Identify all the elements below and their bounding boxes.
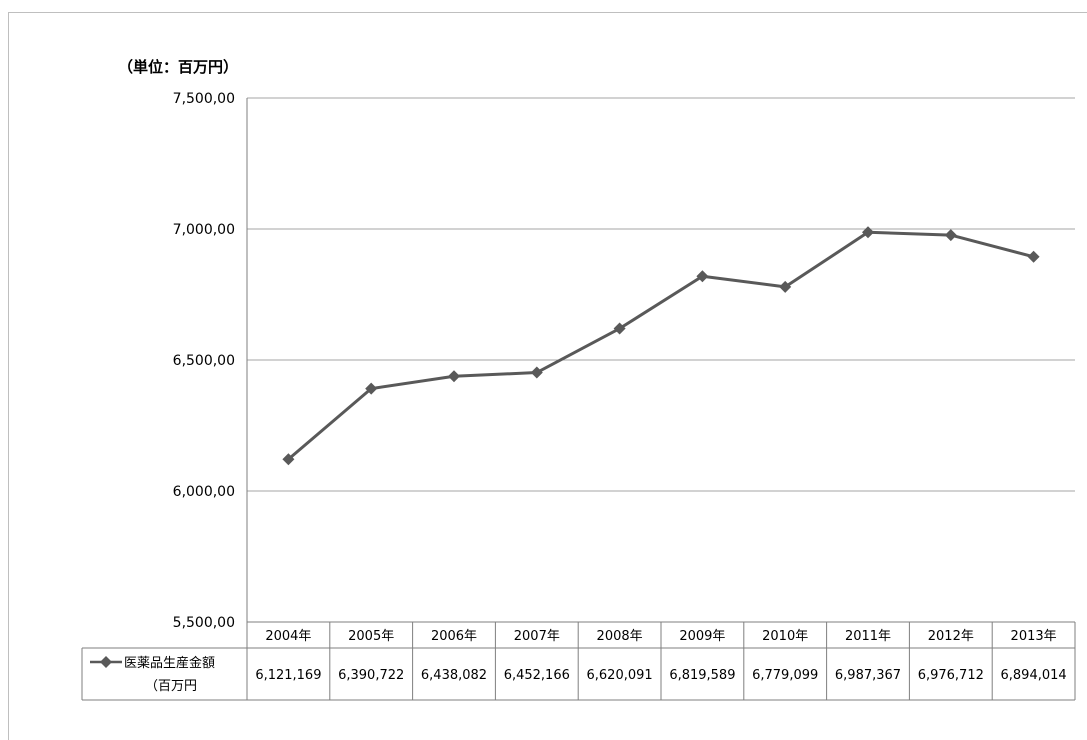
data-point [862, 226, 874, 239]
data-label: 6,620,091 [587, 668, 653, 683]
y-tick-label: 7,000,00 [173, 222, 235, 238]
data-point [613, 322, 626, 335]
x-tick-label: 2006年 [431, 629, 477, 644]
x-tick-label: 2013年 [1011, 629, 1057, 644]
x-tick-label: 2004年 [265, 629, 311, 644]
y-tick-label: 6,000,00 [173, 484, 235, 500]
y-tick-label: 6,500,00 [173, 353, 235, 369]
series-line [287, 230, 1034, 461]
data-label: 6,894,014 [1001, 668, 1067, 683]
x-tick-label: 2005年 [348, 629, 394, 644]
data-label: 6,976,712 [918, 668, 984, 683]
y-tick-label: 7,500,00 [173, 91, 235, 107]
data-point [1027, 250, 1040, 263]
x-tick-label: 2009年 [679, 629, 725, 644]
data-label: 6,819,589 [669, 668, 735, 683]
data-point [944, 229, 957, 242]
data-label: 6,987,367 [835, 668, 901, 683]
data-label: 6,452,166 [504, 668, 570, 683]
data-point [282, 453, 295, 466]
x-tick-label: 2010年 [762, 629, 808, 644]
x-tick-label: 2011年 [845, 629, 891, 644]
data-point [365, 382, 378, 395]
data-point [779, 280, 792, 293]
data-label: 6,121,169 [255, 668, 321, 683]
chart-frame [8, 12, 1087, 740]
data-point [448, 370, 460, 383]
x-tick-label: 2008年 [597, 629, 643, 644]
x-tick-label: 2007年 [514, 629, 560, 644]
unit-label: （単位：百万円） [118, 58, 239, 76]
data-point [696, 270, 709, 283]
legend-label-line2: （百万円 [145, 679, 197, 694]
data-label: 6,390,722 [338, 668, 404, 683]
x-tick-label: 2012年 [928, 629, 974, 644]
y-tick-label: 5,500,00 [173, 615, 235, 631]
data-point [530, 366, 543, 379]
data-label: 6,438,082 [421, 668, 487, 683]
legend-label: 医薬品生産金額 [124, 655, 215, 671]
data-label: 6,779,099 [752, 668, 818, 683]
legend-marker [100, 656, 112, 668]
